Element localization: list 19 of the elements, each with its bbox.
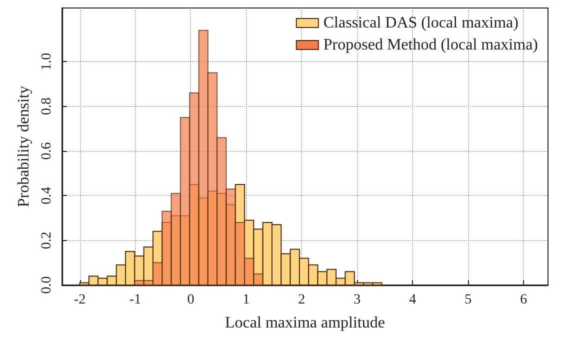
- x-tick-label: 0: [187, 292, 194, 308]
- legend-label: Classical DAS (local maxima): [323, 14, 518, 32]
- x-tick-label: -2: [74, 292, 86, 308]
- y-tick-label: 0.6: [40, 142, 54, 160]
- y-tick-label: 0.0: [40, 276, 54, 294]
- x-tick-label: 2: [298, 292, 306, 308]
- y-tick-label: 0.4: [40, 186, 54, 204]
- x-tick-label: 3: [354, 292, 361, 308]
- x-axis-title: Local maxima amplitude: [225, 314, 385, 332]
- x-tick-label: 6: [520, 292, 528, 308]
- y-tick-label: 0.2: [40, 232, 54, 250]
- x-tick-label: 1: [242, 292, 250, 308]
- legend-label: Proposed Method (local maxima): [323, 36, 538, 54]
- y-tick-label: 0.8: [40, 98, 54, 116]
- y-tick-label: 1.0: [40, 52, 54, 70]
- x-tick-label: -1: [129, 292, 142, 308]
- y-axis-title: Probability density: [16, 86, 32, 208]
- x-tick-label: 5: [464, 292, 472, 308]
- x-tick-label: 4: [409, 292, 416, 308]
